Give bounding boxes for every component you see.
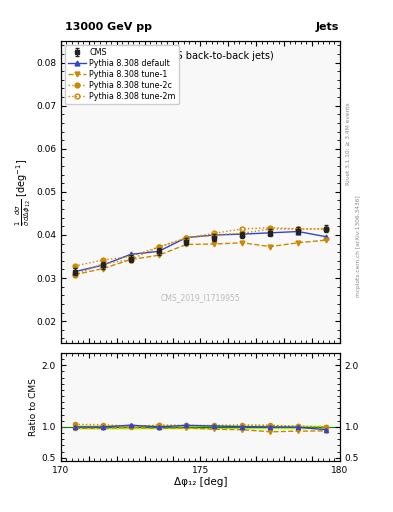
Pythia 8.308 tune-2c xyxy=(296,226,301,232)
Pythia 8.308 tune-2m xyxy=(156,244,161,250)
Pythia 8.308 tune-1 xyxy=(324,237,329,243)
Pythia 8.308 tune-1 xyxy=(184,241,189,247)
Pythia 8.308 tune-2c xyxy=(268,226,273,232)
Line: Pythia 8.308 default: Pythia 8.308 default xyxy=(72,229,329,274)
Pythia 8.308 tune-2c xyxy=(324,226,329,232)
Text: Δφ(ĵĵ) (CMS back-to-back jets): Δφ(ĵĵ) (CMS back-to-back jets) xyxy=(128,50,273,61)
Pythia 8.308 default xyxy=(101,262,105,268)
Pythia 8.308 tune-1 xyxy=(240,240,245,246)
Y-axis label: Ratio to CMS: Ratio to CMS xyxy=(29,378,37,436)
Pythia 8.308 tune-1 xyxy=(212,241,217,247)
Line: Pythia 8.308 tune-2c: Pythia 8.308 tune-2c xyxy=(72,226,329,268)
Pythia 8.308 tune-2m xyxy=(240,226,245,232)
Y-axis label: $\frac{1}{\bar{\sigma}}\frac{d\sigma}{d\Delta\phi_{12}}$ [deg$^{-1}$]: $\frac{1}{\bar{\sigma}}\frac{d\sigma}{d\… xyxy=(14,158,33,226)
Legend: CMS, Pythia 8.308 default, Pythia 8.308 tune-1, Pythia 8.308 tune-2c, Pythia 8.3: CMS, Pythia 8.308 default, Pythia 8.308 … xyxy=(65,45,179,104)
Pythia 8.308 tune-1 xyxy=(268,244,273,250)
Text: Jets: Jets xyxy=(316,22,339,32)
Pythia 8.308 tune-2c xyxy=(156,244,161,250)
Pythia 8.308 default xyxy=(212,232,217,238)
Pythia 8.308 tune-2c xyxy=(101,257,105,263)
Pythia 8.308 tune-2m xyxy=(73,271,77,278)
Text: mcplots.cern.ch [arXiv:1306.3436]: mcplots.cern.ch [arXiv:1306.3436] xyxy=(356,195,361,296)
Pythia 8.308 tune-2c xyxy=(240,230,245,237)
Line: Pythia 8.308 tune-1: Pythia 8.308 tune-1 xyxy=(72,238,329,277)
Pythia 8.308 tune-2m xyxy=(212,230,217,237)
Pythia 8.308 tune-2m xyxy=(129,257,133,263)
Pythia 8.308 default xyxy=(324,233,329,240)
Pythia 8.308 tune-1 xyxy=(156,252,161,259)
Pythia 8.308 tune-2c xyxy=(129,253,133,260)
X-axis label: Δφ₁₂ [deg]: Δφ₁₂ [deg] xyxy=(174,477,227,487)
Pythia 8.308 tune-2m xyxy=(296,226,301,232)
Pythia 8.308 default xyxy=(296,228,301,234)
Pythia 8.308 tune-2m xyxy=(101,261,105,267)
Pythia 8.308 tune-2m xyxy=(324,226,329,232)
Pythia 8.308 tune-2m xyxy=(184,235,189,241)
Pythia 8.308 tune-2c xyxy=(212,232,217,238)
Pythia 8.308 tune-1 xyxy=(73,271,77,278)
Pythia 8.308 default xyxy=(268,230,273,236)
Pythia 8.308 default xyxy=(184,234,189,241)
Text: Rivet 3.1.10; ≥ 3.4M events: Rivet 3.1.10; ≥ 3.4M events xyxy=(346,102,351,185)
Text: 13000 GeV pp: 13000 GeV pp xyxy=(65,22,152,32)
Pythia 8.308 default xyxy=(129,251,133,258)
Text: CMS_2019_I1719955: CMS_2019_I1719955 xyxy=(161,293,240,302)
Pythia 8.308 default xyxy=(156,248,161,254)
Pythia 8.308 default xyxy=(73,269,77,275)
Line: Pythia 8.308 tune-2m: Pythia 8.308 tune-2m xyxy=(72,225,329,277)
Pythia 8.308 tune-1 xyxy=(129,257,133,263)
Pythia 8.308 tune-2m xyxy=(268,225,273,231)
Pythia 8.308 tune-1 xyxy=(296,240,301,246)
Pythia 8.308 tune-2c xyxy=(184,235,189,241)
Pythia 8.308 default xyxy=(240,231,245,237)
Pythia 8.308 tune-2c xyxy=(73,263,77,269)
Pythia 8.308 tune-1 xyxy=(101,266,105,272)
